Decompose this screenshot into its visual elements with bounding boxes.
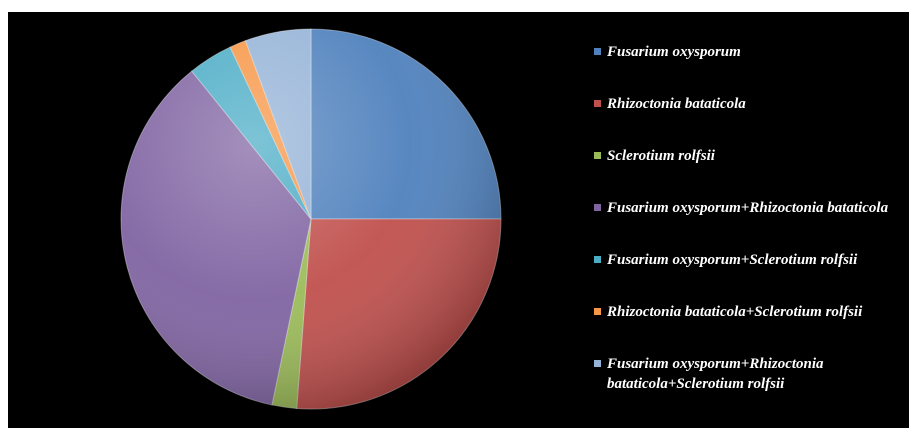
legend-label: Fusarium oxysporum+Sclerotium rolfsii [607,252,858,268]
legend-swatch [594,48,601,55]
legend-item-5: Fusarium oxysporum+Sclerotium rolfsii [594,250,904,302]
legend-swatch [594,256,601,263]
legend-item-6: Rhizoctonia bataticola+Sclerotium rolfsi… [594,302,904,354]
legend-label: Fusarium oxysporum+Rhizoctonia bataticol… [607,356,824,392]
chart-area: Fusarium oxysporum Rhizoctonia bataticola… [8,12,909,428]
legend-swatch [594,100,601,107]
legend-item-1: Fusarium oxysporum [594,42,904,94]
legend-item-2: Rhizoctonia bataticola [594,94,904,146]
legend-item-3: Sclerotium rolfsii [594,146,904,198]
legend-swatch [594,204,601,211]
legend-label: Sclerotium rolfsii [607,148,715,164]
legend-label: Fusarium oxysporum+Rhizoctonia bataticol… [607,200,889,216]
legend-label: Rhizoctonia bataticola+Sclerotium rolfsi… [607,304,863,320]
legend-swatch [594,152,601,159]
legend-label: Rhizoctonia bataticola [607,96,746,112]
legend-label: Fusarium oxysporum [607,44,741,60]
legend-item-7: Fusarium oxysporum+Rhizoctonia bataticol… [594,354,904,406]
pie-slices [120,28,502,410]
legend-item-4: Fusarium oxysporum+Rhizoctonia bataticol… [594,198,904,250]
pie-slice-2 [296,218,502,410]
legend-swatch [594,308,601,315]
legend: Fusarium oxysporum Rhizoctonia bataticola… [594,42,904,406]
pie-slice-1 [310,28,502,220]
legend-swatch [594,360,601,367]
